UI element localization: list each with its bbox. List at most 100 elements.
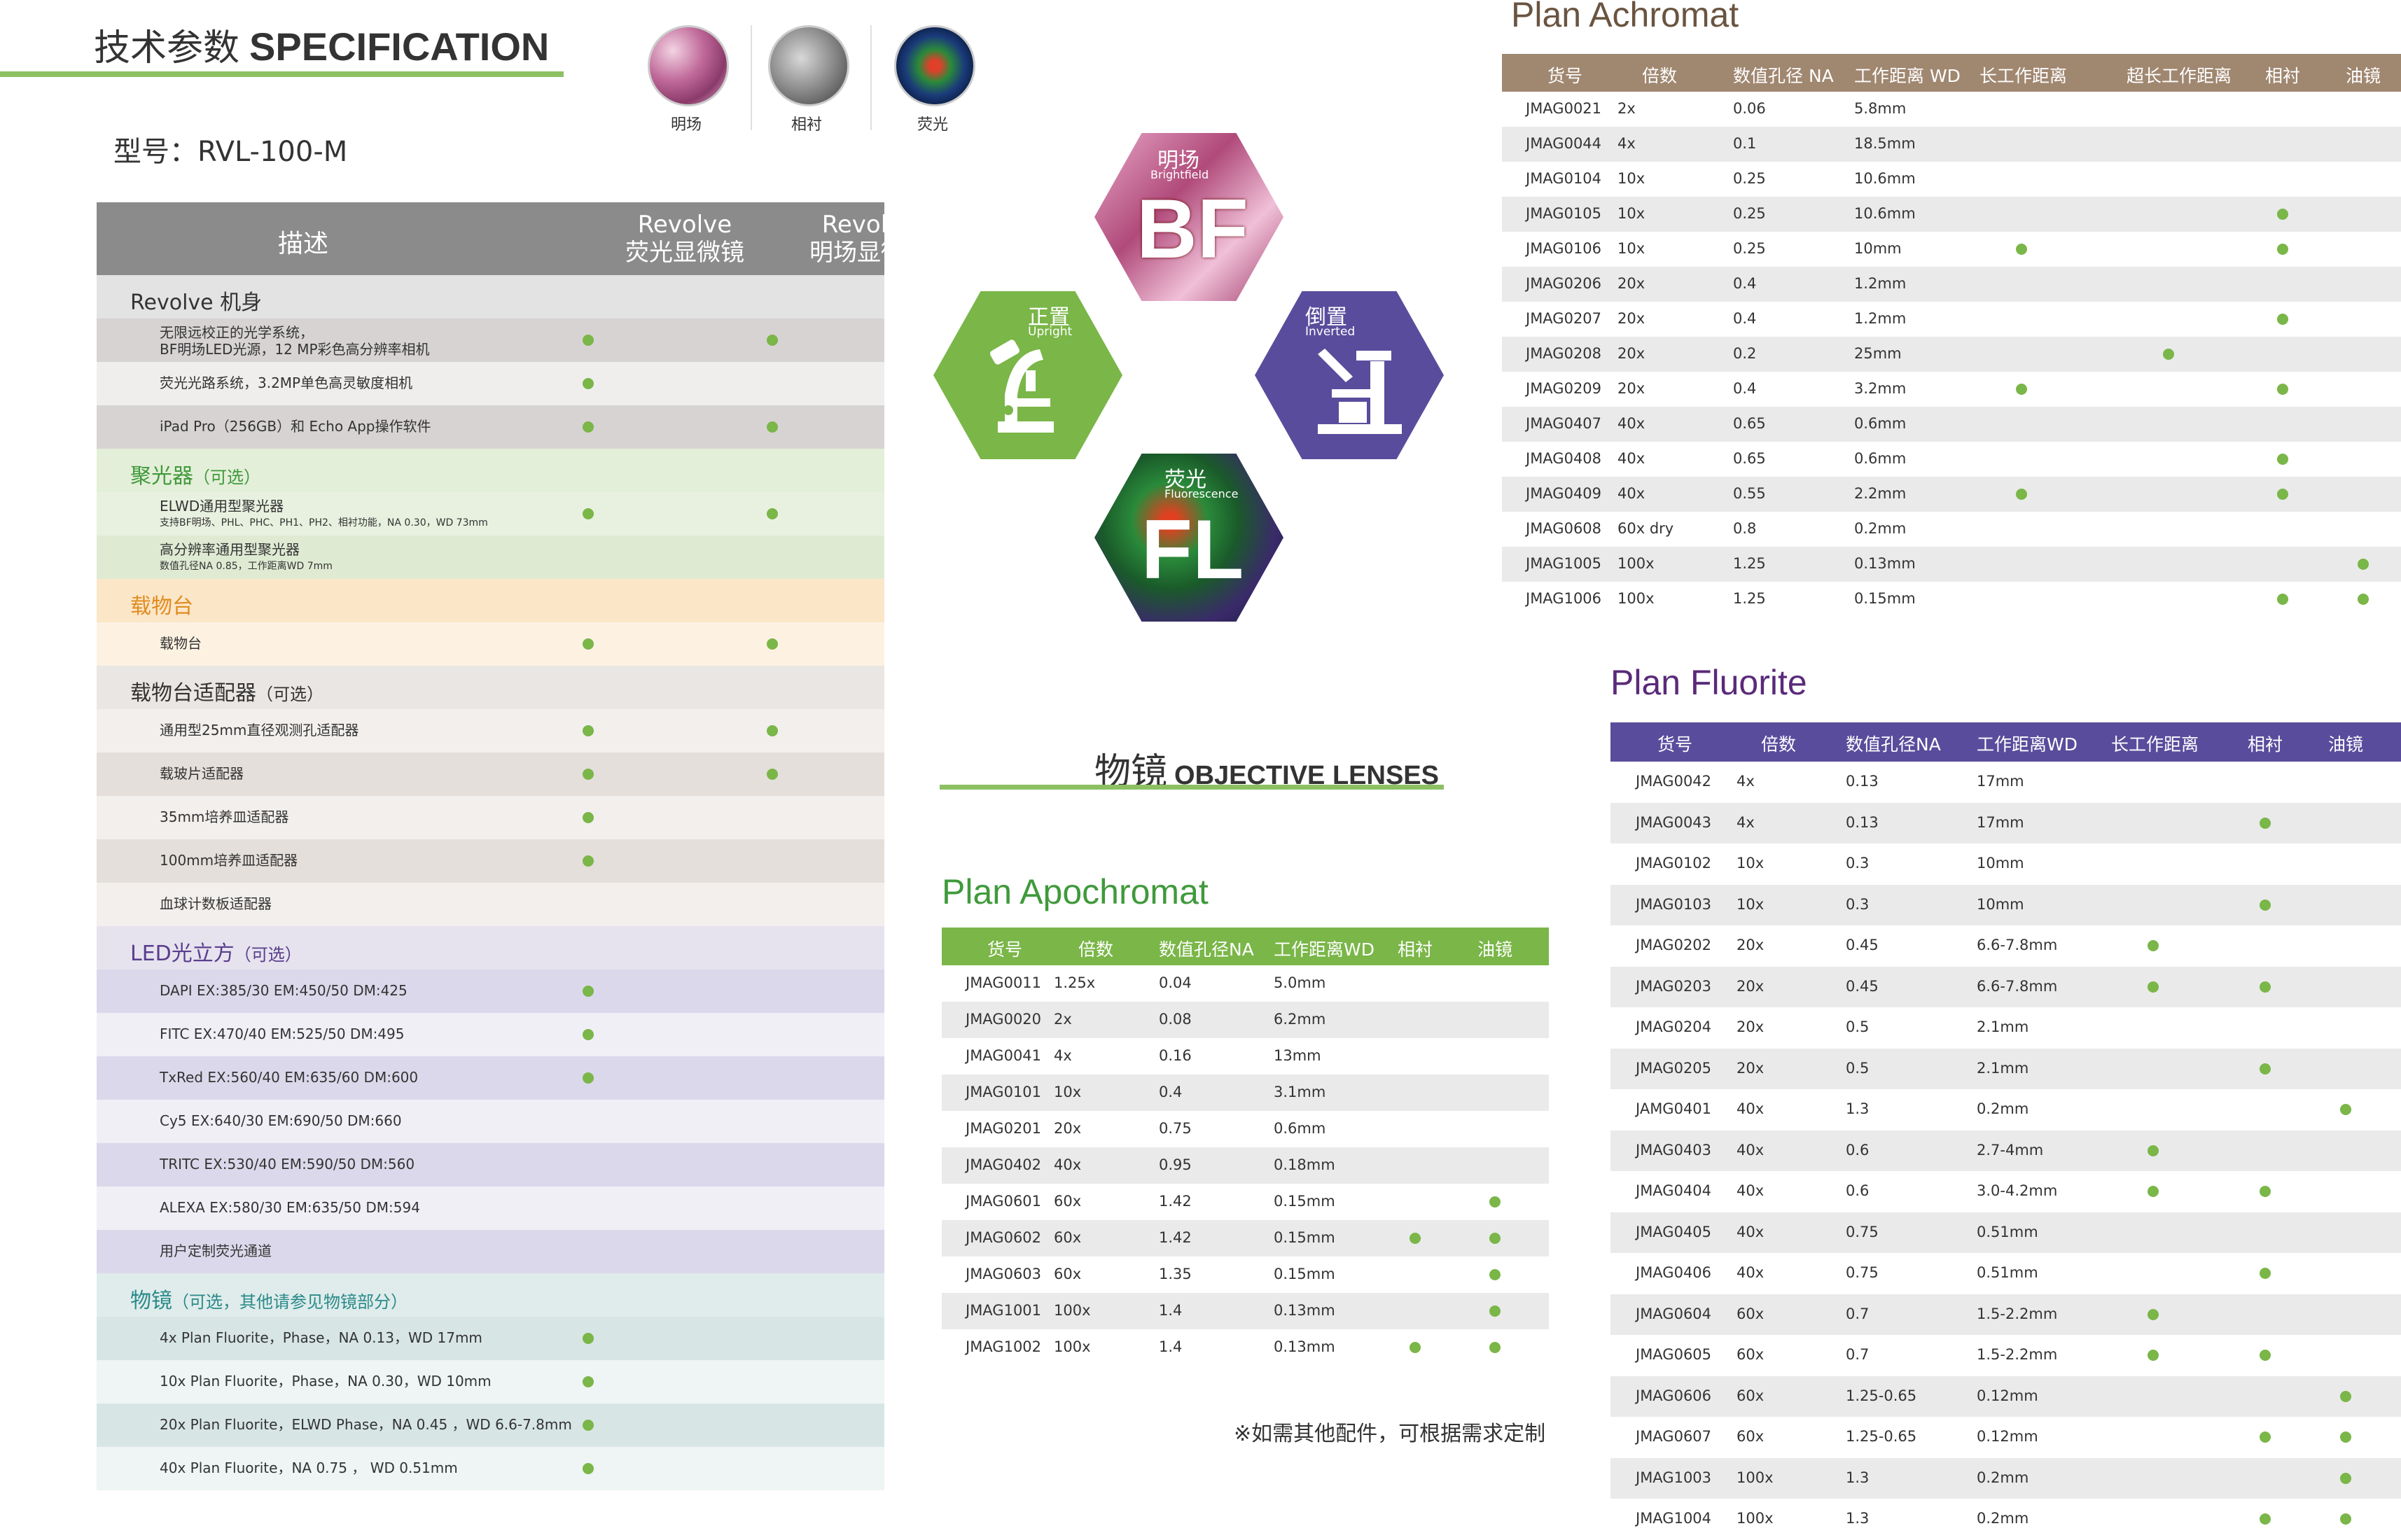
included-dot-fluorescence-model xyxy=(583,986,594,997)
apochromat-header-row: 货号 倍数 数值孔径NA 工作距离WD 相衬 油镜 xyxy=(942,927,1549,965)
apochromat-cell-mag: 1.25x xyxy=(1054,974,1096,991)
fluorite-cell-mag: 4x xyxy=(1737,813,1755,831)
spec-row-text: 荧光光路系统，3.2MP单色高灵敏度相机 xyxy=(160,374,412,391)
spec-title-en: SPECIFICATION xyxy=(249,24,550,69)
fluorite-cell-mag: 40x xyxy=(1737,1264,1765,1281)
achromat-row: JMAG0409 40x 0.55 2.2mm xyxy=(1502,477,2401,512)
header-fluorescence-model: Revolve 荧光显微镜 xyxy=(597,211,772,267)
spec-row: TxRed EX:560/40 EM:635/60 DM:600 xyxy=(97,1056,884,1100)
achromat-cell-id: JMAG0105 xyxy=(1526,205,1602,222)
fluorite-cell-mag: 60x xyxy=(1737,1346,1765,1363)
achromat-cell-wd: 10.6mm xyxy=(1854,205,1916,222)
spec-row: ELWD通用型聚光器 支持BF明场、PHL、PHC、PH1、PH2、相衬功能，NA… xyxy=(97,492,884,536)
fluorite-cell-na: 1.3 xyxy=(1846,1100,1870,1117)
achromat-cell-wd: 5.8mm xyxy=(1854,100,1907,117)
mode-label-brightfield: 明场 xyxy=(670,116,702,134)
apochromat-row: JMAG0402 40x 0.95 0.18mm xyxy=(942,1147,1549,1184)
achromat-cell-na: 1.25 xyxy=(1733,555,1766,572)
spec-row-text: TRITC EX:530/40 EM:590/50 DM:560 xyxy=(160,1156,415,1172)
fluorite-cell-mag: 100x xyxy=(1737,1510,1774,1527)
spec-row-line1: 无限远校正的光学系统， xyxy=(160,324,314,341)
achromat-cell-mag: 20x xyxy=(1617,380,1645,397)
fluorite-cell-wd: 0.51mm xyxy=(1977,1223,2038,1240)
spec-row-text: FITC EX:470/40 EM:525/50 DM:495 xyxy=(160,1026,404,1042)
apochromat-cell-wd: 0.15mm xyxy=(1274,1266,1335,1282)
fluorite-cell-id: JMAG1003 xyxy=(1636,1469,1712,1486)
fluorite-dot-oil xyxy=(2340,1513,2351,1525)
hex-fl-big: FL xyxy=(1141,503,1244,596)
apochromat-cell-na: 1.42 xyxy=(1159,1193,1192,1210)
included-dot-brightfield-model xyxy=(767,335,778,346)
achromat-dot-oil xyxy=(2358,594,2369,605)
spec-row: 通用型25mm直径观测孔适配器 xyxy=(97,709,884,752)
fluorite-header-cell: 相衬 xyxy=(2247,734,2283,755)
included-dot-fluorescence-model xyxy=(583,508,594,519)
upright-microscope-icon xyxy=(990,340,1054,433)
included-dot-fluorescence-model xyxy=(583,1029,594,1040)
fluorite-cell-wd: 1.5-2.2mm xyxy=(1977,1305,2058,1322)
apochromat-cell-wd: 0.13mm xyxy=(1274,1302,1335,1319)
achromat-cell-wd: 0.13mm xyxy=(1854,555,1916,572)
apochromat-cell-mag: 2x xyxy=(1054,1011,1072,1028)
fluorite-cell-mag: 20x xyxy=(1737,1059,1765,1077)
apochromat-cell-id: JMAG0201 xyxy=(966,1120,1042,1137)
apochromat-dot-oil xyxy=(1489,1306,1501,1317)
fluorite-header-row: 货号 倍数 数值孔径NA 工作距离WD 长工作距离 相衬 油镜 xyxy=(1610,722,2401,762)
fluorite-cell-na: 1.3 xyxy=(1846,1469,1870,1486)
section-title-text: Revolve 机身 xyxy=(130,290,263,315)
spec-row: 4x Plan Fluorite，Phase，NA 0.13，WD 17mm xyxy=(97,1317,884,1360)
achromat-header-cell: 超长工作距离 xyxy=(2127,66,2232,86)
apochromat-header-cell: 油镜 xyxy=(1477,939,1512,960)
fluorite-dot-oil xyxy=(2340,1472,2351,1484)
inverted-microscope-icon xyxy=(1318,349,1402,434)
included-dot-fluorescence-model xyxy=(583,1376,594,1387)
plan-apochromat-title: Plan Apochromat xyxy=(942,872,1209,911)
fluorite-cell-id: JMAG0606 xyxy=(1636,1387,1712,1404)
apochromat-cell-mag: 60x xyxy=(1054,1193,1082,1210)
spec-row: 荧光光路系统，3.2MP单色高灵敏度相机 xyxy=(97,362,884,405)
included-dot-brightfield-model xyxy=(767,638,778,650)
spec-table-header: 描述 Revolve 荧光显微镜 Revolve 明场显微镜 xyxy=(97,202,928,275)
included-dot-brightfield-model xyxy=(767,725,778,736)
spec-section-title: Revolve 机身 xyxy=(130,285,262,316)
hex-bf-en: Brightfield xyxy=(1150,168,1209,181)
achromat-cell-na: 0.2 xyxy=(1733,345,1757,362)
spec-section-title: 物镜（可选，其他请参见物镜部分） xyxy=(130,1283,408,1314)
fluorite-row: JMAG0404 40x 0.6 3.0-4.2mm xyxy=(1610,1171,2401,1212)
achromat-dot-lwd xyxy=(2016,244,2027,255)
apochromat-cell-na: 0.04 xyxy=(1159,974,1192,991)
section-title-text: LED光立方 xyxy=(130,941,235,966)
fluorite-header-cell: 数值孔径NA xyxy=(1846,734,1941,755)
fluorite-cell-wd: 0.12mm xyxy=(1977,1428,2038,1445)
fluorite-cell-wd: 0.12mm xyxy=(1977,1387,2038,1404)
spec-row: ALEXA EX:580/30 EM:635/50 DM:594 xyxy=(97,1186,884,1230)
fluorite-cell-wd: 0.51mm xyxy=(1977,1264,2038,1281)
fluorite-dot-oil xyxy=(2340,1104,2351,1115)
apochromat-header-cell: 货号 xyxy=(987,939,1022,960)
spec-row: 20x Plan Fluorite，ELWD Phase，NA 0.45 ，WD… xyxy=(97,1404,884,1447)
achromat-cell-wd: 25mm xyxy=(1854,345,1902,362)
plan-achromat-table: 货号 倍数 数值孔径 NA 工作距离 WD 长工作距离 超长工作距离 相衬 油镜 JMAG002… xyxy=(1502,54,2401,617)
fluorite-dot-lwd xyxy=(2148,940,2159,951)
hex-inverted-en: Inverted xyxy=(1305,325,1356,339)
spec-row-text: 100mm培养皿适配器 xyxy=(160,852,298,869)
fluorite-header-cell: 货号 xyxy=(1657,734,1692,755)
achromat-dot-elwd xyxy=(2163,349,2174,360)
apochromat-cell-id: JMAG0402 xyxy=(966,1156,1042,1173)
fluorite-cell-id: JMAG0403 xyxy=(1636,1141,1712,1158)
fluorite-cell-id: JAMG0401 xyxy=(1636,1100,1712,1117)
fluorite-cell-na: 1.25-0.65 xyxy=(1846,1428,1917,1445)
achromat-cell-id: JMAG0207 xyxy=(1526,310,1602,327)
included-dot-fluorescence-model xyxy=(583,769,594,780)
spec-row-line1: TRITC EX:530/40 EM:590/50 DM:560 xyxy=(160,1156,415,1172)
spec-row-line2: 数值孔径NA 0.85，工作距离WD 7mm xyxy=(160,561,333,572)
apochromat-header-cell: 相衬 xyxy=(1397,939,1433,960)
fluorite-cell-id: JMAG0604 xyxy=(1636,1305,1712,1322)
apochromat-cell-id: JMAG0011 xyxy=(966,974,1042,991)
apochromat-cell-mag: 100x xyxy=(1054,1338,1091,1355)
spec-row: 10x Plan Fluorite，Phase，NA 0.30，WD 10mm xyxy=(97,1360,884,1404)
apochromat-row: JMAG0011 1.25x 0.04 5.0mm xyxy=(942,965,1549,1002)
achromat-cell-id: JMAG0608 xyxy=(1526,520,1602,537)
spec-row-text: 通用型25mm直径观测孔适配器 xyxy=(160,722,359,738)
header-bf-line2: 明场显微镜 xyxy=(809,239,928,267)
